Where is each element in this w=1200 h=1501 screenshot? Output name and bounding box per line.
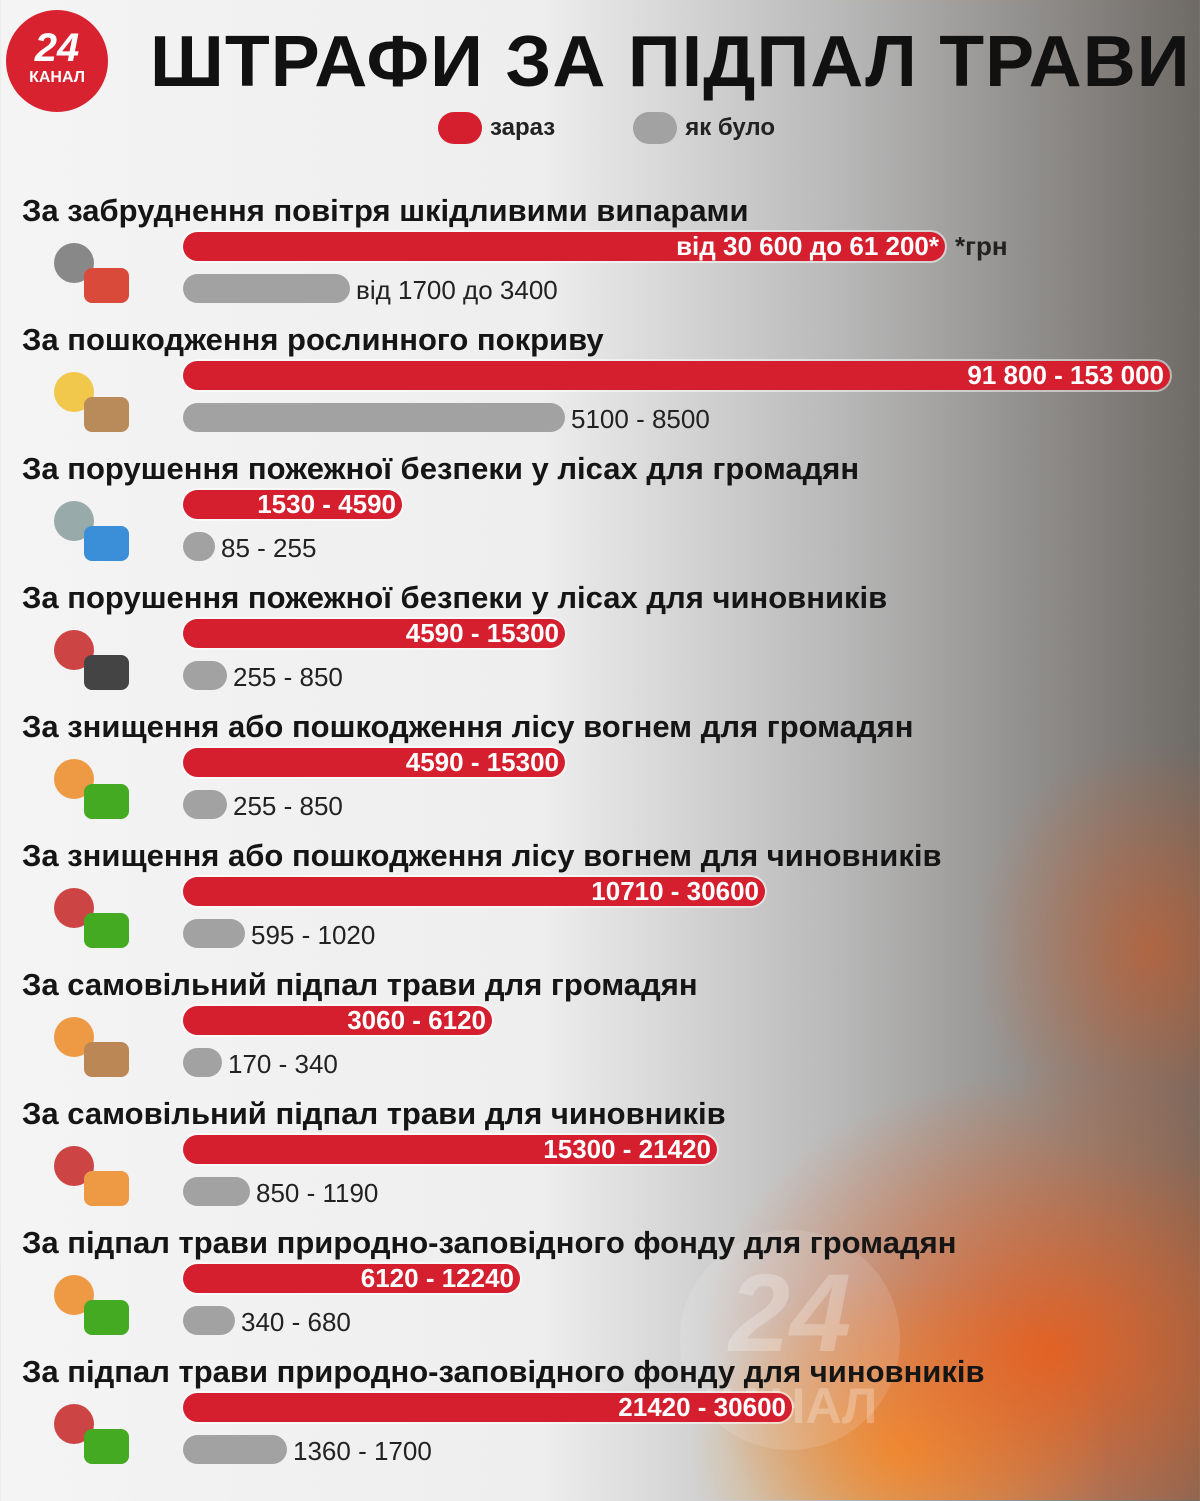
burning-match-icon (44, 1007, 134, 1082)
now-bar: від 30 600 до 61 200* (183, 232, 945, 261)
now-value-label: 10710 - 30600 (591, 876, 759, 906)
forest-fire-icon (44, 749, 134, 824)
fine-title: За порушення пожежної безпеки у лісах дл… (22, 451, 860, 486)
before-bar (183, 1177, 250, 1206)
now-value-label: 6120 - 12240 (360, 1263, 514, 1293)
now-value-label: 21420 - 30600 (618, 1392, 786, 1422)
official-garbage-icon (44, 620, 134, 695)
before-bar (183, 661, 227, 690)
before-value-label: 5100 - 8500 (571, 404, 710, 434)
fine-row: За порушення пожежної безпеки у лісах дл… (0, 580, 1200, 727)
fine-title: За забруднення повітря шкідливими випара… (22, 193, 749, 228)
fine-title: За пошкодження рослинного покриву (22, 322, 604, 357)
now-bar: 91 800 - 153 000 (183, 361, 1170, 390)
before-bar (183, 790, 227, 819)
before-value-label: 85 - 255 (221, 533, 317, 563)
fine-row: За самовільний підпал трави для громадян… (0, 967, 1200, 1114)
fine-title: За самовільний підпал трави для громадян (22, 967, 698, 1002)
official-forest-fire-icon (44, 878, 134, 953)
fine-row: За знищення або пошкодження лісу вогнем … (0, 838, 1200, 985)
fine-row: За підпал трави природно-заповідного фон… (0, 1225, 1200, 1372)
legend: зараз як було (438, 112, 775, 144)
fine-title: За підпал трави природно-заповідного фон… (22, 1225, 957, 1260)
match-reserve-icon (44, 1265, 134, 1340)
before-value-label: 595 - 1020 (251, 920, 376, 950)
before-bar (183, 532, 215, 561)
now-value-label: 15300 - 21420 (543, 1134, 711, 1164)
before-bar (183, 1435, 287, 1464)
now-bar: 15300 - 21420 (183, 1135, 717, 1164)
now-bar: 3060 - 6120 (183, 1006, 492, 1035)
fine-row: За підпал трави природно-заповідного фон… (0, 1354, 1200, 1501)
fine-title: За знищення або пошкодження лісу вогнем … (22, 838, 942, 873)
before-bar (183, 1306, 235, 1335)
before-value-label: 340 - 680 (241, 1307, 351, 1337)
now-bar: 6120 - 12240 (183, 1264, 520, 1293)
before-bar (183, 919, 245, 948)
legend-before-label: як було (685, 114, 776, 141)
now-value-label: 4590 - 15300 (405, 618, 559, 648)
fine-row: За знищення або пошкодження лісу вогнем … (0, 709, 1200, 856)
fine-row: За забруднення повітря шкідливими випара… (0, 193, 1200, 340)
before-value-label: 1360 - 1700 (293, 1436, 432, 1466)
before-value-label: від 1700 до 3400 (356, 275, 558, 305)
before-bar (183, 403, 565, 432)
now-bar: 1530 - 4590 (183, 490, 402, 519)
garbage-pile-icon (44, 491, 134, 566)
legend-now-label: зараз (490, 114, 556, 141)
now-bar: 10710 - 30600 (183, 877, 765, 906)
official-match-icon (44, 1136, 134, 1211)
now-value-label: від 30 600 до 61 200* (676, 231, 939, 261)
before-bar (183, 274, 350, 303)
before-bar (183, 1048, 222, 1077)
before-value-label: 170 - 340 (228, 1049, 338, 1079)
now-value-label: 3060 - 6120 (347, 1005, 486, 1035)
now-value-label: 91 800 - 153 000 (967, 360, 1164, 390)
fine-title: За самовільний підпал трави для чиновник… (22, 1096, 726, 1131)
chainsaw-log-icon (44, 362, 134, 437)
now-bar: 4590 - 15300 (183, 619, 565, 648)
unit-note: *грн (955, 231, 1008, 261)
official-reserve-icon (44, 1394, 134, 1469)
now-value-label: 1530 - 4590 (257, 489, 396, 519)
legend-now-swatch (438, 112, 482, 144)
before-value-label: 850 - 1190 (256, 1178, 379, 1208)
car-smoke-icon (44, 233, 134, 308)
before-value-label: 255 - 850 (233, 791, 343, 821)
fine-title: За підпал трави природно-заповідного фон… (22, 1354, 985, 1389)
fine-row: За самовільний підпал трави для чиновник… (0, 1096, 1200, 1243)
before-value-label: 255 - 850 (233, 662, 343, 692)
fine-row: За порушення пожежної безпеки у лісах дл… (0, 451, 1200, 598)
now-bar: 21420 - 30600 (183, 1393, 792, 1422)
now-bar: 4590 - 15300 (183, 748, 565, 777)
legend-before-swatch (633, 112, 678, 144)
fine-row: За пошкодження рослинного покриву 91 800… (0, 322, 1200, 469)
channel-logo: 24 КАНАЛ (6, 10, 108, 112)
page-title: ШТРАФИ ЗА ПІДПАЛ ТРАВИ (150, 22, 1191, 102)
now-value-label: 4590 - 15300 (405, 747, 559, 777)
fine-title: За порушення пожежної безпеки у лісах дл… (22, 580, 888, 615)
fine-title: За знищення або пошкодження лісу вогнем … (22, 709, 914, 744)
